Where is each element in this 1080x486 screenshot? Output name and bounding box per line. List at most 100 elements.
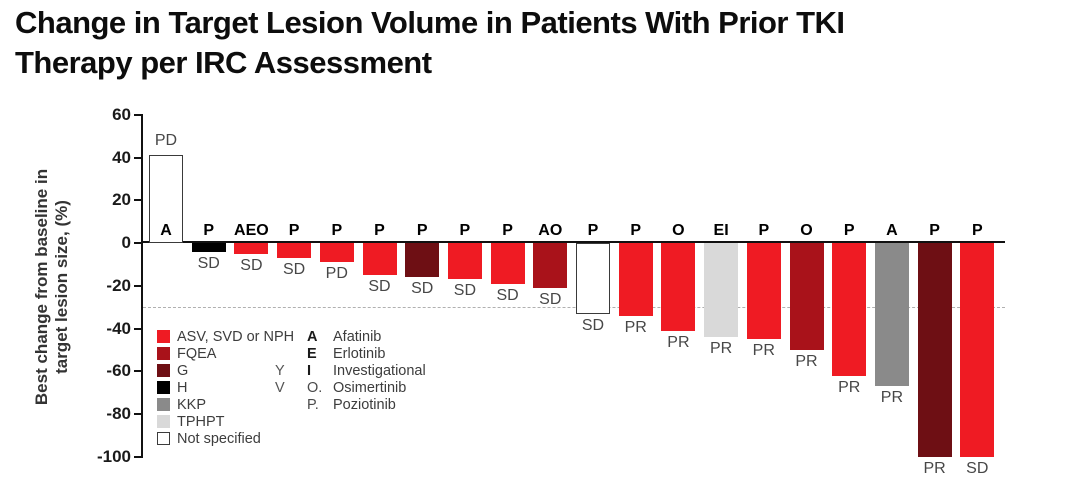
- y-axis-tick: [134, 455, 141, 458]
- bar-20-drug-code: P: [971, 222, 983, 239]
- legend-swatch-g: [157, 364, 170, 377]
- y-axis-tick-label: 20: [112, 190, 131, 210]
- bar-17: [832, 243, 867, 376]
- bar-16-drug-code: O: [800, 222, 813, 239]
- y-axis-tick-label: -40: [106, 318, 131, 338]
- bar-1-response: PD: [154, 132, 178, 150]
- bar-18-drug-code: A: [886, 222, 898, 239]
- bar-2: [191, 243, 226, 252]
- bar-3: [234, 243, 269, 254]
- legend-drug-name-osimertinib: Osimertinib: [333, 380, 407, 396]
- legend-drug-letter-erlotinib: E: [307, 346, 317, 362]
- legend-drug-name-poziotinib: Poziotinib: [333, 397, 396, 413]
- legend-drug-letter-osimertinib: O.: [307, 380, 323, 396]
- bar-10: [533, 243, 568, 288]
- bar-1-drug-code: A: [160, 222, 172, 239]
- legend-drug-letter-poziotinib: P.: [307, 397, 319, 413]
- bar-17-drug-code: P: [843, 222, 855, 239]
- legend-label-fqea: FQEA: [177, 346, 217, 362]
- bar-13: [661, 243, 696, 331]
- y-axis-title-line2: target lesion size, (%): [52, 200, 71, 374]
- y-axis-tick: [134, 242, 141, 244]
- bar-7: [405, 243, 440, 278]
- bar-4-response: SD: [282, 260, 306, 278]
- bar-6-response: SD: [368, 278, 391, 296]
- legend-swatch-fqea: [157, 347, 170, 360]
- bar-6-drug-code: P: [374, 222, 385, 239]
- bar-4-drug-code: P: [288, 222, 300, 239]
- bar-8: [447, 243, 482, 280]
- legend-swatch-h: [157, 381, 170, 394]
- legend-swatch-not_specified: [157, 432, 170, 445]
- y-axis-tick: [134, 113, 141, 116]
- legend-swatch-kkp: [157, 398, 170, 411]
- y-axis-tick: [134, 199, 141, 202]
- bar-9: [490, 243, 525, 284]
- bar-2-response: SD: [197, 254, 220, 272]
- bar-13-drug-code: O: [672, 222, 685, 239]
- bar-13-response: PR: [667, 333, 690, 351]
- bar-11: [576, 243, 610, 314]
- bar-16-response: PR: [795, 352, 818, 370]
- bar-14: [704, 243, 739, 338]
- legend-label-not_specified: Not specified: [177, 431, 261, 447]
- legend-label-h: H: [177, 380, 188, 396]
- bar-5-drug-code: P: [331, 222, 343, 239]
- legend-label-g: G: [177, 363, 189, 379]
- bar-20: [960, 243, 995, 457]
- bar-8-response: SD: [453, 282, 476, 300]
- legend-drug-name-erlotinib: Erlotinib: [333, 346, 386, 362]
- y-axis-tick: [134, 284, 141, 287]
- chart-title-line2: Therapy per IRC Assessment: [15, 45, 432, 80]
- bar-14-response: PR: [709, 340, 733, 358]
- bar-11-response: SD: [581, 316, 605, 334]
- y-axis-tick-label: -60: [106, 361, 131, 381]
- y-axis-line: [141, 114, 143, 458]
- y-axis-tick: [134, 156, 141, 159]
- bar-14-drug-code: EI: [713, 222, 729, 239]
- y-axis-tick: [134, 413, 141, 415]
- bar-5: [319, 243, 354, 263]
- legend-letter-v: V: [275, 380, 285, 396]
- legend-label-kkp: KKP: [177, 397, 207, 413]
- zero-baseline: [141, 241, 1005, 243]
- bar-1: [149, 155, 183, 243]
- legend-letter-y: Y: [275, 363, 285, 379]
- legend-drug-name-afatinib: Afatinib: [333, 329, 382, 345]
- bar-11-drug-code: P: [587, 222, 599, 239]
- y-axis-tick: [134, 327, 141, 330]
- chart-title-line1: Change in Target Lesion Volume in Patien…: [15, 5, 845, 40]
- bar-6: [362, 243, 397, 276]
- bar-15: [746, 243, 781, 340]
- bar-19-drug-code: P: [929, 222, 940, 239]
- legend-drug-letter-investigational: I: [307, 363, 312, 379]
- bar-17-response: PR: [838, 378, 861, 396]
- legend-drug-letter-afatinib: A: [307, 329, 318, 345]
- bar-7-response: SD: [411, 280, 434, 298]
- bar-9-response: SD: [496, 286, 519, 304]
- y-axis-tick-label: 40: [112, 147, 131, 167]
- bar-10-response: SD: [539, 290, 562, 308]
- legend-label-asv: ASV, SVD or NPH: [177, 329, 295, 345]
- bar-20-response: SD: [966, 459, 989, 477]
- y-axis-tick: [134, 370, 141, 373]
- reference-line-minus30: [143, 307, 1005, 309]
- bar-2-drug-code: P: [203, 222, 215, 239]
- bar-4: [277, 243, 312, 258]
- legend-swatch-tphpt: [157, 415, 170, 428]
- bar-15-response: PR: [752, 342, 775, 360]
- bar-15-drug-code: P: [758, 222, 770, 239]
- y-axis-tick-label: -20: [106, 275, 131, 295]
- bar-12: [618, 243, 653, 316]
- bar-18-response: PR: [880, 389, 903, 407]
- legend-drug-name-investigational: Investigational: [333, 363, 426, 379]
- bar-19: [917, 243, 952, 457]
- y-axis-tick-label: 60: [112, 104, 131, 124]
- bar-7-drug-code: P: [416, 222, 428, 239]
- bar-18: [874, 243, 909, 387]
- bar-12-drug-code: P: [630, 222, 642, 239]
- bar-5-response: PD: [325, 265, 348, 283]
- chart-title: Change in Target Lesion Volume in Patien…: [15, 3, 1077, 83]
- bar-16: [789, 243, 824, 350]
